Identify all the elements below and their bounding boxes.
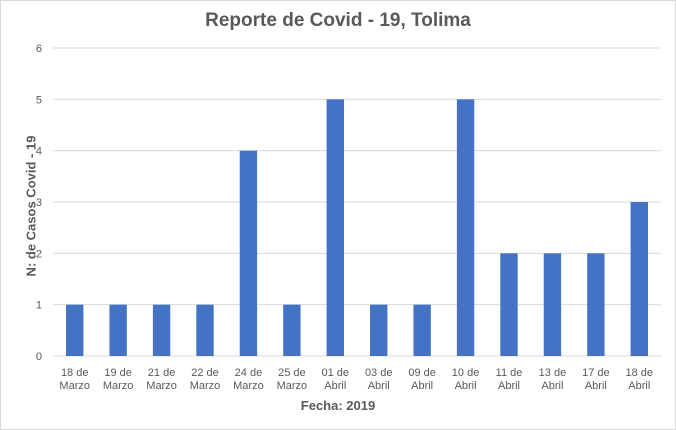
bar <box>239 150 258 356</box>
bar <box>66 304 84 356</box>
x-tick-label: 18 de Abril <box>626 367 654 392</box>
bar <box>283 304 301 356</box>
x-tick-label: 21 de Marzo <box>146 367 177 392</box>
x-tick-label: 03 de Abril <box>365 367 393 392</box>
y-tick-label: 5 <box>36 94 42 106</box>
x-tick-label: 11 de Abril <box>496 367 523 392</box>
y-tick-label: 3 <box>36 197 42 209</box>
bar <box>543 253 562 356</box>
bar <box>413 304 431 356</box>
x-tick-label: 01 de Abril <box>322 367 350 392</box>
x-tick-label: 17 de Abril <box>582 367 610 392</box>
chart-title: Reporte de Covid - 19, Tolima <box>205 10 471 31</box>
gridlines <box>53 47 661 357</box>
bar <box>500 253 518 356</box>
y-tick-label: 6 <box>36 43 42 55</box>
x-tick-label: 25 de Marzo <box>277 367 308 392</box>
x-tick-label: 13 de Abril <box>539 367 567 392</box>
x-tick-labels: 18 de Marzo 19 de Marzo 21 de Marzo 22 de Marzo… <box>59 367 653 392</box>
bar <box>109 304 127 356</box>
y-tick-label: 1 <box>36 300 42 312</box>
bars <box>66 99 648 356</box>
bar <box>587 253 605 356</box>
bar <box>630 202 648 356</box>
x-tick-label: 10 de Abril <box>452 367 480 392</box>
y-tick-label: 0 <box>36 351 42 363</box>
y-tick-labels: 0 1 2 3 4 5 6 <box>36 43 42 363</box>
bar <box>326 99 344 356</box>
y-tick-label: 2 <box>36 248 42 260</box>
x-tick-label: 22 de Marzo <box>190 367 221 392</box>
bar <box>456 99 475 356</box>
x-axis-title: Fecha: 2019 <box>300 398 376 413</box>
x-tick-label: 24 de Marzo <box>233 367 264 392</box>
x-tick-label: 09 de Abril <box>408 367 436 392</box>
bar <box>370 304 388 356</box>
x-tick-label: 18 de Marzo <box>59 367 90 392</box>
x-tick-label: 19 de Marzo <box>103 367 134 392</box>
bar <box>196 304 214 356</box>
bar <box>152 304 171 356</box>
y-tick-label: 4 <box>36 146 42 158</box>
